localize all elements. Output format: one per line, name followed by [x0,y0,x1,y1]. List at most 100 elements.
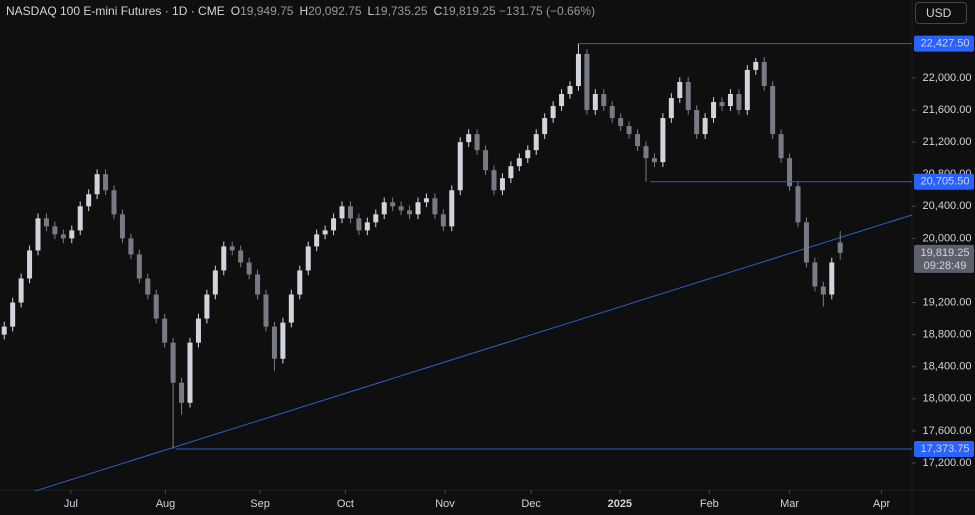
candle-body [238,250,244,263]
candle-body [27,250,33,279]
candle-body [1,326,7,335]
candle-body [668,98,674,119]
candle-body [305,246,311,271]
candle-body [407,210,413,215]
candle-body [322,230,328,235]
candle-body [685,81,691,111]
candle-body [297,270,303,295]
candle-body [601,94,607,107]
candle-body [153,294,159,319]
ohlc: O19,949.75 H20,092.75 L19,735.25 C19,819.25 [225,4,496,18]
x-tick-label: Nov [435,498,455,510]
candle-body [204,294,210,319]
candle-body [542,118,548,135]
candle-body [559,94,565,107]
x-tick-label: Jul [64,498,78,510]
candle-body [499,178,505,191]
ohlc-key: L [367,4,375,18]
candle-body [440,214,446,227]
candle-body [43,218,49,227]
x-tick-label: Feb [700,498,719,510]
x-tick-label: Mar [780,498,799,510]
candle-body [263,294,269,327]
candle-body [52,226,58,235]
header: NASDAQ 100 E-mini Futures · 1D · CME O19,… [6,4,595,18]
candle-body [694,110,700,135]
candle-body [491,170,497,191]
candle-body [77,206,83,231]
candle-body [221,246,227,271]
candle-body [373,214,379,223]
candle-body [145,278,151,295]
y-tick-label: 22,000.00 [923,72,972,84]
candle-body [364,222,370,231]
candle-body [719,102,725,107]
y-tick-label: 18,800.00 [923,329,972,341]
currency-button[interactable]: USD [915,2,967,24]
candle-body [466,134,472,143]
ohlc-key: H [299,4,309,18]
candle-body [550,106,556,119]
candle-body [271,326,277,359]
x-tick-label: Aug [156,498,176,510]
candle-body [229,246,235,251]
candle-body [415,202,421,215]
candle-body [609,106,615,119]
candle-body [432,198,438,215]
candle-body [381,202,387,215]
candle-body [162,318,168,343]
candle-body [592,94,598,111]
candle-body [60,234,66,239]
countdown: 09:28:49 [924,260,967,272]
candle-body [702,118,708,135]
level-label-bg [914,35,974,52]
candle-body [677,81,683,99]
ohlc-value: 19,819.25 [442,4,496,18]
ohlc-value: 20,092.75 [308,4,362,18]
candle-body [280,322,286,359]
candle-body [837,242,843,253]
y-tick-label: 18,000.00 [923,393,972,405]
candle-body [103,174,109,191]
candle-body [770,85,776,135]
candle-body [86,194,92,207]
ohlc-key: O [230,4,241,18]
y-tick-label: 17,200.00 [923,457,972,469]
candle-body [390,202,396,207]
candle-body [195,318,201,343]
candle-body [69,230,75,239]
candle-body [736,94,742,111]
candle-body [778,134,784,159]
level-label: 22,427.50 [921,38,970,50]
candle-body [829,262,835,295]
y-tick-label: 21,600.00 [923,104,972,116]
candle-body [643,146,649,159]
x-tick-label: Dec [521,498,541,510]
candle-body [255,274,261,295]
candle-body [744,69,750,111]
candle-body [449,190,455,227]
candle-body [10,302,16,327]
candle-body [820,286,826,295]
candle-body [795,186,801,223]
candle-body [753,61,759,70]
candle-body [761,61,767,86]
candle-body [727,94,733,107]
y-tick-label: 18,400.00 [923,361,972,373]
candle-body [187,342,193,403]
y-tick-label: 17,600.00 [923,425,972,437]
trend-line [34,214,913,492]
candle-body [483,150,489,171]
candle-body [398,206,404,211]
candle-body [111,190,117,215]
level-label: 20,705.50 [921,176,970,188]
candle-body [457,142,463,191]
x-tick-label: Sep [250,498,270,510]
candle-body [635,134,641,147]
last-price-bg [914,244,974,273]
last-price-label: 19,819.25 [921,247,970,259]
candle-body [331,218,337,231]
candle-body [584,53,590,111]
